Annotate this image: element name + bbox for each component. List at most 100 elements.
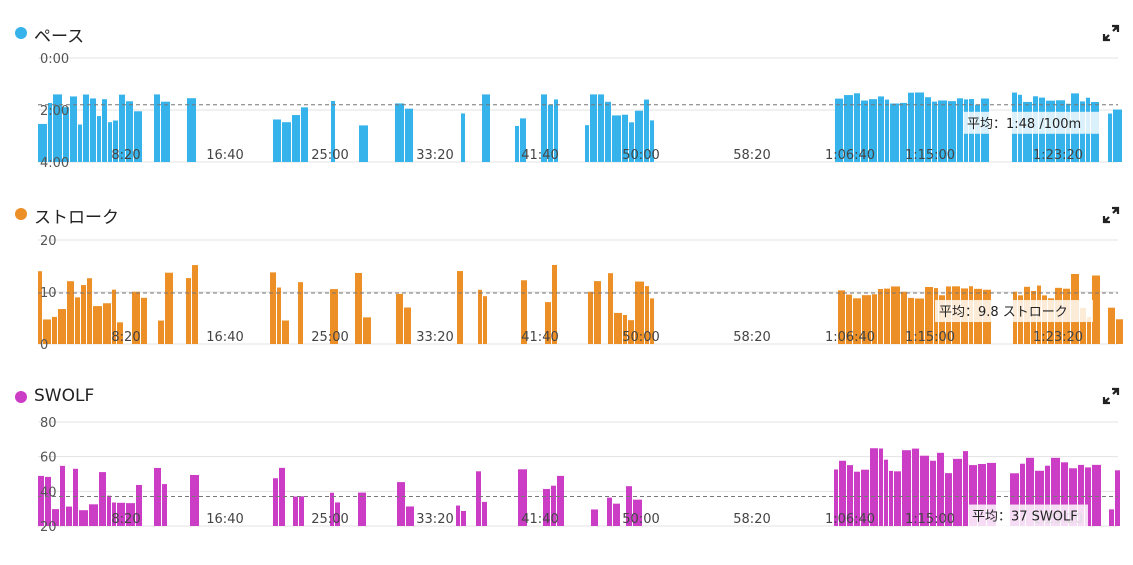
- bar: [404, 307, 411, 344]
- bar: [862, 295, 871, 344]
- bar: [107, 495, 111, 526]
- bar: [483, 296, 487, 344]
- bar: [273, 119, 281, 162]
- bar: [482, 94, 490, 162]
- bar: [52, 509, 59, 526]
- bar: [963, 451, 968, 526]
- bar: [978, 463, 986, 526]
- bar: [292, 115, 300, 162]
- y-tick-label: 60: [40, 451, 57, 466]
- expand-icon[interactable]: [1102, 24, 1120, 42]
- bar: [136, 484, 142, 526]
- bar: [518, 469, 527, 526]
- swolf-chart-panel: SWOLF: [15, 386, 1120, 406]
- bar: [543, 488, 550, 526]
- bar: [847, 465, 853, 526]
- bar: [1109, 509, 1114, 526]
- bar: [273, 478, 278, 526]
- bar: [126, 101, 133, 162]
- average-label-box: [963, 111, 1103, 134]
- bar: [355, 272, 362, 344]
- bar: [38, 123, 47, 162]
- bar: [38, 271, 42, 344]
- bar: [117, 322, 123, 344]
- bar: [932, 101, 937, 162]
- bar: [925, 286, 933, 344]
- bar: [161, 101, 170, 162]
- bar: [1092, 464, 1101, 526]
- bar: [113, 120, 118, 162]
- bar: [457, 271, 463, 344]
- x-tick-label: 25:00: [311, 148, 348, 163]
- bar: [192, 265, 198, 344]
- y-tick-label: 80: [40, 416, 57, 431]
- bar: [1087, 317, 1091, 344]
- bar: [548, 104, 553, 162]
- x-tick-label: 41:40: [521, 148, 558, 163]
- bar: [45, 476, 51, 526]
- bar: [1092, 275, 1100, 344]
- x-tick-label: 16:40: [206, 330, 243, 345]
- bar: [67, 281, 74, 344]
- bar: [938, 100, 947, 162]
- bar: [884, 288, 890, 344]
- expand-icon[interactable]: [1102, 387, 1120, 405]
- bar: [282, 320, 289, 344]
- pace-legend-label: ペース: [34, 27, 85, 47]
- bar: [1045, 465, 1050, 526]
- x-tick-label: 50:00: [622, 148, 659, 163]
- bar: [103, 303, 111, 344]
- bar: [48, 102, 52, 162]
- bar: [476, 471, 481, 526]
- bar: [60, 465, 65, 526]
- bar: [406, 506, 414, 526]
- bar: [162, 484, 167, 526]
- x-tick-label: 25:00: [311, 330, 348, 345]
- bar: [853, 298, 861, 344]
- expand-icon[interactable]: [1102, 206, 1120, 224]
- bar: [461, 510, 466, 526]
- bar: [650, 120, 654, 162]
- bar: [70, 96, 77, 162]
- bar: [915, 92, 924, 162]
- bar: [626, 486, 632, 526]
- x-tick-label: 1:23:20: [1033, 148, 1083, 163]
- bar: [154, 94, 160, 162]
- x-tick-label: 1:23:20: [1033, 330, 1083, 345]
- x-tick-label: 41:40: [521, 512, 558, 527]
- bar: [405, 108, 413, 162]
- bar: [1010, 473, 1019, 526]
- bar: [869, 99, 877, 162]
- bar: [585, 125, 589, 162]
- bar: [396, 293, 403, 344]
- y-tick-label: 0: [40, 338, 48, 353]
- bar: [834, 469, 838, 526]
- bar: [83, 94, 89, 162]
- bar: [644, 99, 649, 162]
- bar: [461, 113, 465, 162]
- bar: [63, 107, 69, 162]
- bar: [66, 506, 72, 526]
- bar: [598, 94, 604, 162]
- y-tick-label: 40: [40, 485, 57, 500]
- y-tick-label: 0:00: [40, 52, 69, 67]
- bar: [612, 115, 621, 162]
- bar: [608, 273, 613, 344]
- bar: [359, 125, 368, 162]
- bar: [854, 93, 860, 162]
- bar: [1069, 468, 1077, 526]
- bar: [1116, 319, 1123, 344]
- bar: [117, 502, 125, 526]
- bar: [839, 460, 846, 526]
- bar: [119, 94, 125, 162]
- x-tick-label: 1:06:40: [825, 330, 875, 345]
- bar: [861, 469, 869, 526]
- bar: [1051, 457, 1060, 526]
- bar: [1108, 307, 1115, 344]
- bar: [622, 114, 628, 162]
- bar: [953, 458, 962, 526]
- bar: [870, 448, 878, 526]
- bar: [957, 98, 963, 162]
- bar: [79, 510, 88, 526]
